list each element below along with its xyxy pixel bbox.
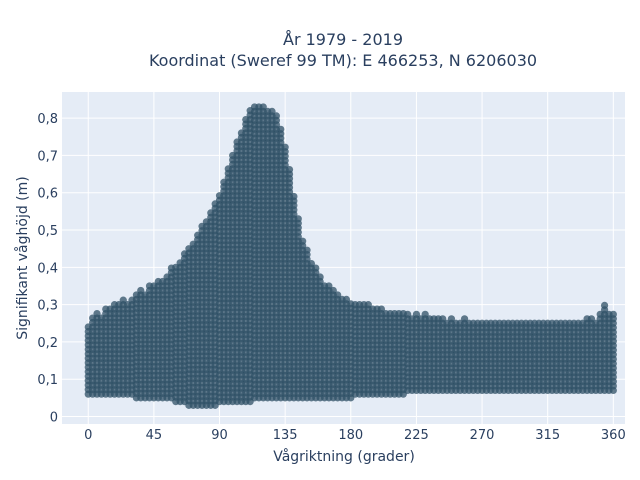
data-point — [268, 107, 276, 115]
x-tick-label: 180 — [338, 428, 363, 443]
data-point — [609, 310, 617, 318]
y-tick-labels: 0 0,1 0,2 0,3 0,4 0,5 0,6 0,7 0,8 — [37, 112, 58, 425]
data-point — [307, 259, 316, 268]
data-point — [421, 310, 429, 318]
data-point — [325, 282, 333, 290]
data-point — [285, 165, 294, 174]
data-points — [84, 103, 617, 409]
data-point — [312, 264, 320, 272]
y-axis-title: Signifikant våghöjd (m) — [14, 176, 31, 339]
data-point — [404, 310, 412, 318]
data-point — [137, 286, 145, 295]
data-point — [272, 112, 281, 120]
x-tick-label: 315 — [535, 428, 560, 443]
y-tick-label: 0,7 — [37, 149, 58, 164]
data-point — [460, 315, 469, 323]
x-tick-label: 270 — [470, 428, 495, 443]
y-tick-label: 0 — [50, 411, 58, 426]
y-tick-label: 0,4 — [37, 261, 58, 276]
x-tick-label: 360 — [601, 428, 626, 443]
data-point — [412, 310, 421, 318]
data-point — [329, 286, 337, 295]
data-point — [334, 291, 342, 299]
data-point — [342, 295, 351, 304]
data-point — [93, 309, 101, 318]
chart-title-line-1: År 1979 - 2019 — [283, 30, 403, 49]
x-tick-label: 45 — [146, 428, 163, 443]
y-tick-label: 0,6 — [37, 187, 58, 202]
data-point — [364, 301, 372, 309]
x-tick-labels: 0 45 90 135 180 225 270 315 360 — [84, 428, 626, 443]
y-tick-label: 0,1 — [37, 373, 58, 388]
x-tick-label: 135 — [273, 428, 298, 443]
x-tick-label: 0 — [84, 428, 92, 443]
data-point — [439, 315, 447, 323]
data-point — [587, 315, 596, 323]
y-tick-label: 0,3 — [37, 299, 58, 314]
data-point — [299, 237, 307, 245]
data-point — [447, 315, 456, 323]
x-axis-title: Vågriktning (grader) — [273, 448, 415, 465]
data-point — [316, 273, 324, 281]
x-tick-label: 90 — [211, 428, 228, 443]
data-point — [294, 215, 302, 223]
data-point — [277, 125, 285, 133]
y-tick-label: 0,2 — [37, 336, 58, 351]
data-point — [377, 305, 386, 313]
x-tick-label: 225 — [404, 428, 429, 443]
y-tick-label: 0,8 — [37, 112, 58, 127]
data-point — [259, 103, 267, 111]
y-tick-label: 0,5 — [37, 224, 58, 239]
chart-title-line-2: Koordinat (Sweref 99 TM): E 466253, N 62… — [149, 51, 537, 70]
data-point — [119, 296, 127, 304]
data-point — [600, 301, 609, 309]
data-point — [290, 192, 298, 201]
data-point — [281, 143, 289, 151]
data-point — [303, 246, 311, 254]
